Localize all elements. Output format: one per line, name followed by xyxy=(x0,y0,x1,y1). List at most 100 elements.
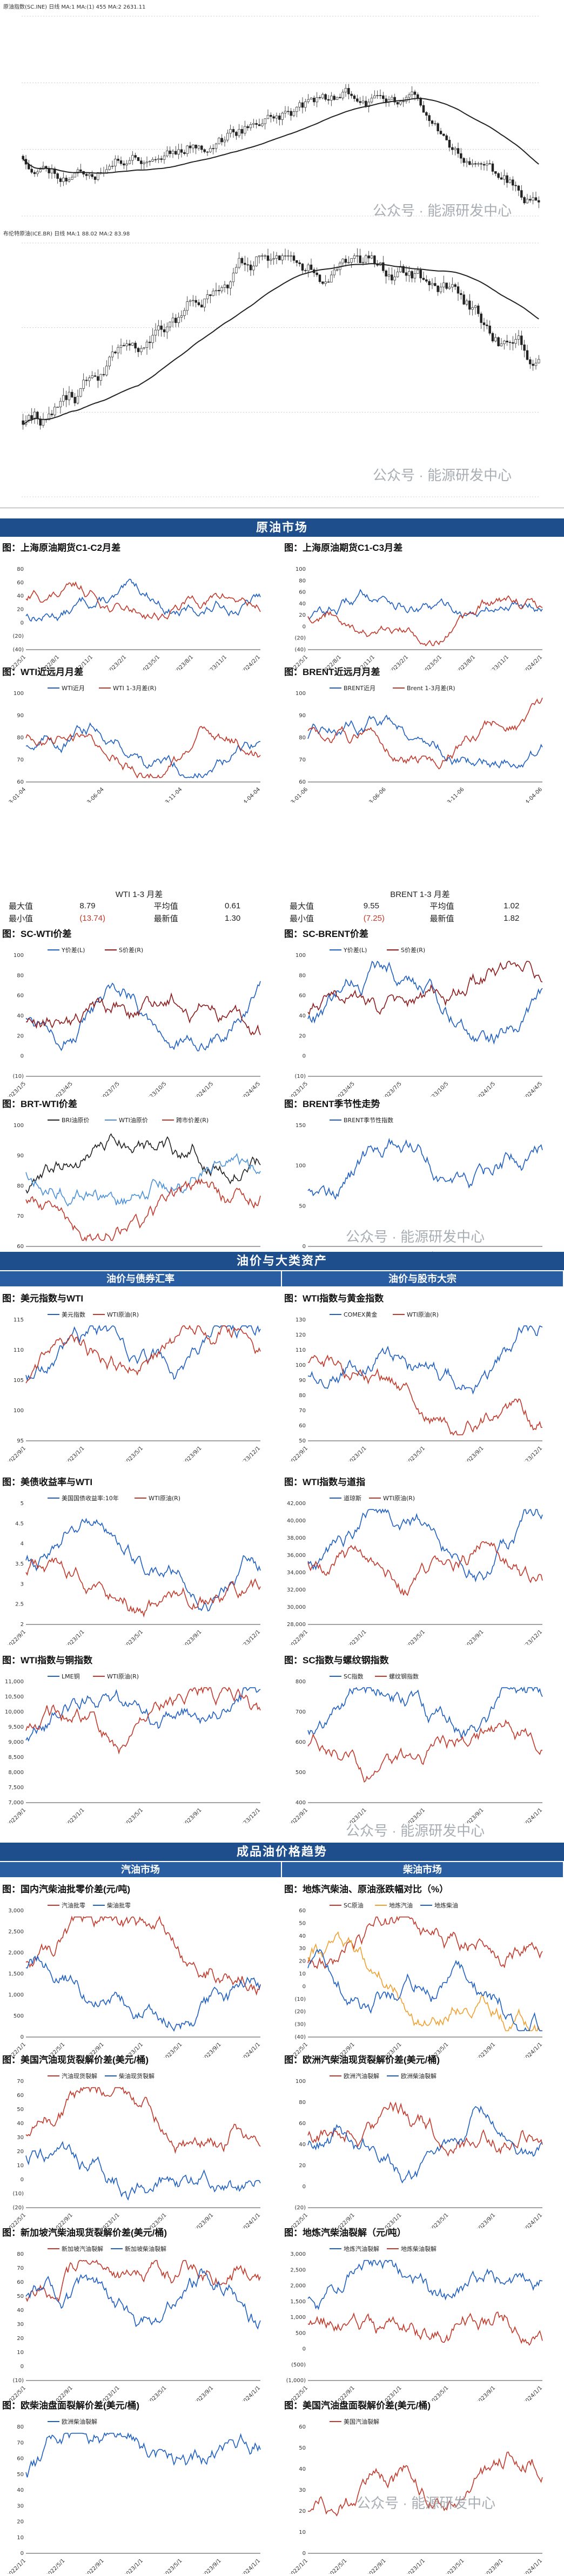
y-tick-label: (20) xyxy=(294,636,306,642)
chart-panel-sc_rebar: 图：SC指数与螺纹钢指数 800 700 600 500 400 2022/9/1 2023/… xyxy=(282,1653,559,1825)
stat-value: 1.82 xyxy=(503,914,520,923)
legend-label: BRENT季节性指数 xyxy=(344,1116,393,1124)
y-tick-label: 30 xyxy=(299,2487,306,2493)
candle-body xyxy=(166,326,169,333)
stat-value: 9.55 xyxy=(363,901,379,911)
candle-body xyxy=(270,259,272,261)
candle-body xyxy=(56,173,59,179)
candle-body xyxy=(526,350,529,360)
chart-svg: 100 80 60 40 20 0 (10)2023/1/5 2023/4/5 2023/7/5… xyxy=(6,946,262,1097)
y-tick-label: 0 xyxy=(303,2184,306,2190)
y-tick-label: 4 xyxy=(21,1541,24,1547)
candle-body xyxy=(189,300,192,302)
y-tick-label: 30,000 xyxy=(287,1604,306,1610)
x-tick-label: 2022/9/1 xyxy=(6,1629,28,1645)
y-tick-label: 0 xyxy=(21,2364,24,2370)
series-line xyxy=(307,1137,543,1201)
candle-body xyxy=(48,413,50,420)
legend-label: Brent 1-3月差(R) xyxy=(407,684,455,692)
x-tick-label: 2023/7/5 xyxy=(99,1081,121,1097)
y-tick-label: 0 xyxy=(21,2177,24,2183)
x-tick-label: 2023/9/1 xyxy=(182,1629,203,1645)
series-line xyxy=(307,2260,543,2310)
y-tick-label: 0 xyxy=(303,2346,306,2352)
y-tick-label: 80 xyxy=(299,578,306,584)
x-tick-label: 2023/12/1 xyxy=(238,1629,261,1645)
candle-body xyxy=(151,335,154,343)
candle-body xyxy=(194,300,197,303)
candle-body xyxy=(200,145,203,150)
stat-title: BRENT 1-3 月差 xyxy=(390,890,450,899)
candle-body xyxy=(431,283,434,286)
y-tick-label: 1,500 xyxy=(290,2299,306,2305)
candle-body xyxy=(88,174,91,176)
series-line xyxy=(25,1687,261,1742)
y-tick-label: (10) xyxy=(12,2191,24,2197)
candle-body xyxy=(315,272,318,275)
x-tick-label: 2022/9/1 xyxy=(366,2558,387,2574)
y-tick-label: 3,000 xyxy=(8,1908,24,1914)
candle-body xyxy=(448,140,451,148)
y-tick-label: 0 xyxy=(303,624,306,630)
chart-title: 图：新加坡汽柴油现货裂解价差(美元/桶) xyxy=(2,2228,167,2238)
candle-body xyxy=(258,255,261,257)
legend-label: Y价差(L) xyxy=(343,946,367,954)
candle-body xyxy=(102,374,105,375)
x-tick-label: 2023/5/1 xyxy=(123,1629,145,1645)
legend-label: 美国汽油裂解 xyxy=(344,2418,379,2425)
candle-body xyxy=(111,352,114,358)
y-tick-label: (40) xyxy=(294,2034,306,2040)
chart-title: 图：美元指数与WTI xyxy=(2,1293,84,1304)
y-tick-label: 30 xyxy=(17,2503,24,2509)
y-tick-label: 100 xyxy=(296,1363,306,1368)
y-tick-label: 50 xyxy=(17,2107,24,2113)
chart-panel-sc_c1c3: 图：上海原油期货C1-C3月差 100 80 60 40 20 0 (20) (40) 2022/… xyxy=(282,540,559,672)
series-line xyxy=(307,961,543,1015)
legend-label: BRENT近月 xyxy=(344,685,375,692)
candle-body xyxy=(163,329,166,333)
chart-title: 图：WTI近远月月差 xyxy=(2,667,84,677)
candle-body xyxy=(419,269,422,279)
y-tick-label: 120 xyxy=(296,1332,306,1338)
candle-body xyxy=(512,342,514,344)
series-line xyxy=(25,992,261,1036)
candle-body xyxy=(36,171,39,174)
candle-body xyxy=(270,114,272,117)
candle-body xyxy=(278,116,281,120)
candle-body xyxy=(335,97,339,100)
y-tick-label: 60 xyxy=(17,2280,24,2285)
candle-body xyxy=(425,112,428,116)
candle-body xyxy=(140,160,143,164)
candle-body xyxy=(229,281,232,288)
candle-body xyxy=(292,255,296,261)
y-tick-label: 100 xyxy=(14,953,24,959)
candle-body xyxy=(79,169,82,172)
y-tick-label: 110 xyxy=(14,1347,24,1353)
x-tick-label: 2023/1/5 xyxy=(6,1081,28,1097)
series-line xyxy=(25,726,261,779)
x-tick-label: 2023/9/1 xyxy=(201,2558,223,2574)
legend-label: 地炼柴油裂解 xyxy=(401,2245,437,2253)
chart-panel-brent_spread: 图：BRENT近远月月差 100 90 80 70 60 2023-01-06 2023-06… xyxy=(282,664,559,805)
candle-body xyxy=(73,173,76,178)
candle-body xyxy=(494,337,497,341)
candle-body xyxy=(266,255,270,261)
candle-body xyxy=(402,266,405,273)
legend-label: WTI原油(R) xyxy=(407,1311,439,1318)
candle-body xyxy=(359,255,361,264)
brent-kline-svg xyxy=(22,242,540,497)
candle-body xyxy=(264,255,266,257)
candle-body xyxy=(482,164,486,166)
y-tick-label: 0 xyxy=(303,1984,306,1990)
y-tick-label: 3,000 xyxy=(290,2251,306,2257)
candle-body xyxy=(454,284,456,287)
candle-body xyxy=(114,159,117,166)
legend-label: 跨市价差(R) xyxy=(176,1116,209,1124)
candle-body xyxy=(460,153,462,159)
candle-body xyxy=(59,401,62,407)
chart-title: 图：欧洲汽柴油现货裂解价差(美元/桶) xyxy=(284,2055,440,2065)
y-tick-label: 90 xyxy=(17,713,24,719)
candle-body xyxy=(85,380,88,381)
series-line xyxy=(307,2451,543,2517)
